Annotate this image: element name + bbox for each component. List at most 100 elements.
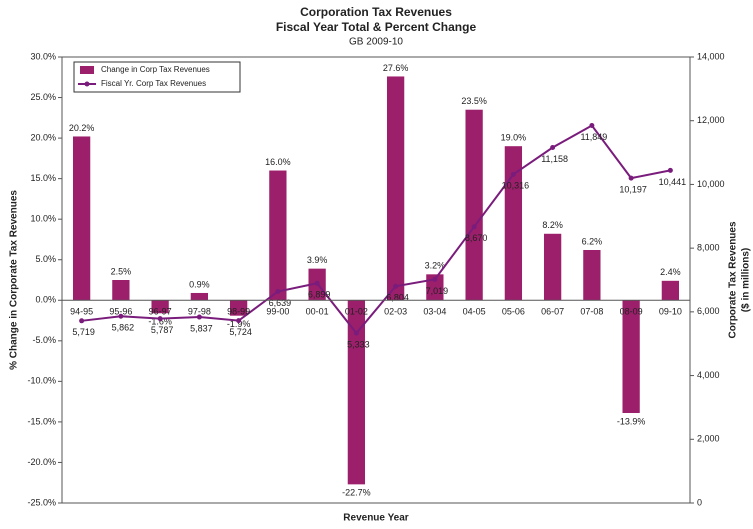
legend-swatch <box>80 66 94 74</box>
y2-tick-label: 2,000 <box>697 434 720 444</box>
line-point <box>510 171 516 177</box>
line-point <box>196 314 202 320</box>
y2-tick-label: 14,000 <box>697 51 725 61</box>
bar-value-label: 3.9% <box>307 255 328 265</box>
bar-value-label: 27.6% <box>383 63 409 73</box>
x-tick-label: 97-98 <box>188 307 211 317</box>
legend-swatch <box>84 81 90 87</box>
y-tick-label: -5.0% <box>32 335 56 345</box>
line-value-label: 10,316 <box>502 181 530 191</box>
y2-tick-label: 0 <box>697 497 702 507</box>
y2-axis-label: ($ in millions) <box>741 248 752 312</box>
line-point <box>589 123 595 129</box>
x-tick-label: 98-99 <box>227 307 250 317</box>
legend-label: Fiscal Yr. Corp Tax Revenues <box>101 79 206 88</box>
y-tick-label: 25.0% <box>30 92 56 102</box>
x-tick-label: 94-95 <box>70 307 93 317</box>
legend <box>73 61 241 93</box>
x-tick-label: 05-06 <box>502 307 525 317</box>
bar-value-label: 8.2% <box>542 220 563 230</box>
line-value-label: 10,197 <box>619 185 647 195</box>
line-point <box>393 283 399 289</box>
line-value-label: 5,719 <box>72 327 95 337</box>
line-value-label: 5,787 <box>151 325 174 335</box>
line-point <box>550 145 556 151</box>
bar <box>622 300 640 413</box>
line-point <box>157 316 163 322</box>
line <box>81 124 671 335</box>
line-value-label: 10,441 <box>659 177 687 187</box>
bar <box>190 292 209 301</box>
line-value-label: 6,899 <box>308 290 331 300</box>
bar-value-label: 19.0% <box>501 133 527 143</box>
line-value-label: 6,804 <box>386 293 409 303</box>
y-axis-label: % Change in Corporate Tax Revenues <box>9 190 20 370</box>
line-point <box>667 167 673 173</box>
x-axis-label: Revenue Year <box>343 513 409 524</box>
line-point <box>471 224 477 230</box>
bar-value-label: 0.9% <box>189 279 210 289</box>
line-point <box>314 280 320 286</box>
bar <box>151 300 169 314</box>
y-tick-label: -25.0% <box>27 497 56 507</box>
bar-value-label: 20.2% <box>69 123 95 133</box>
line-value-label: 5,724 <box>229 327 252 337</box>
bar-value-label: 23.5% <box>461 96 487 106</box>
line-value-label: 11,849 <box>580 132 607 142</box>
y-tick-label: -15.0% <box>27 416 56 426</box>
bar-value-label: -1.6% <box>148 317 172 327</box>
y2-tick-label: 4,000 <box>697 370 720 380</box>
y2-tick-label: 10,000 <box>697 179 725 189</box>
y-tick-label: 10.0% <box>30 214 56 224</box>
bar-value-label: 2.5% <box>111 266 132 276</box>
x-tick-label: 07-08 <box>580 307 603 317</box>
bar <box>661 280 680 301</box>
x-tick-label: 09-10 <box>659 307 682 317</box>
y-tick-label: 20.0% <box>30 132 56 142</box>
x-tick-label: 04-05 <box>463 307 486 317</box>
bar <box>269 170 287 301</box>
y-tick-label: 30.0% <box>30 51 56 61</box>
line-value-label: 11,158 <box>541 154 568 164</box>
line-point <box>118 313 124 319</box>
bar-value-label: -22.7% <box>342 488 371 498</box>
bar-value-label: 2.4% <box>660 267 681 277</box>
x-tick-label: 95-96 <box>109 307 132 317</box>
bar-value-label: 6.2% <box>582 236 603 246</box>
y2-tick-label: 8,000 <box>697 243 720 253</box>
y-tick-label: 5.0% <box>35 254 56 264</box>
line-point <box>432 276 438 282</box>
bar <box>504 146 523 301</box>
y2-tick-label: 12,000 <box>697 115 725 125</box>
bar-value-label: 16.0% <box>265 157 291 167</box>
y-tick-label: 0.0% <box>35 295 56 305</box>
x-tick-label: 99-00 <box>266 307 289 317</box>
bar <box>386 76 405 301</box>
bar <box>112 280 130 301</box>
line-value-label: 7,019 <box>426 286 449 296</box>
bar <box>229 300 248 316</box>
x-tick-label: 00-01 <box>306 307 329 317</box>
y-tick-label: -10.0% <box>27 376 56 386</box>
line-point <box>79 318 85 324</box>
chart-title: Corporation Tax Revenues <box>300 5 452 19</box>
x-tick-label: 02-03 <box>384 307 407 317</box>
bar <box>583 249 601 301</box>
line-point <box>353 330 359 336</box>
line-value-label: 8,670 <box>465 233 488 243</box>
bar-value-label: 3.2% <box>425 261 446 271</box>
bar <box>72 136 91 301</box>
y2-tick-label: 6,000 <box>697 306 720 316</box>
legend-label: Change in Corp Tax Revenues <box>101 65 210 74</box>
line-value-label: 6,639 <box>269 298 292 308</box>
bar-value-label: -1.9% <box>227 319 251 329</box>
line-value-label: 5,862 <box>112 323 135 333</box>
y-tick-label: -20.0% <box>27 457 56 467</box>
line-point <box>628 175 634 181</box>
y2-axis-label: Corporate Tax Revenues <box>728 221 739 339</box>
x-tick-label: 01-02 <box>345 307 368 317</box>
chart-note: GB 2009-10 <box>349 37 403 48</box>
chart-subtitle: Fiscal Year Total & Percent Change <box>276 20 477 34</box>
bar <box>465 109 483 301</box>
x-tick-label: 03-04 <box>423 307 446 317</box>
